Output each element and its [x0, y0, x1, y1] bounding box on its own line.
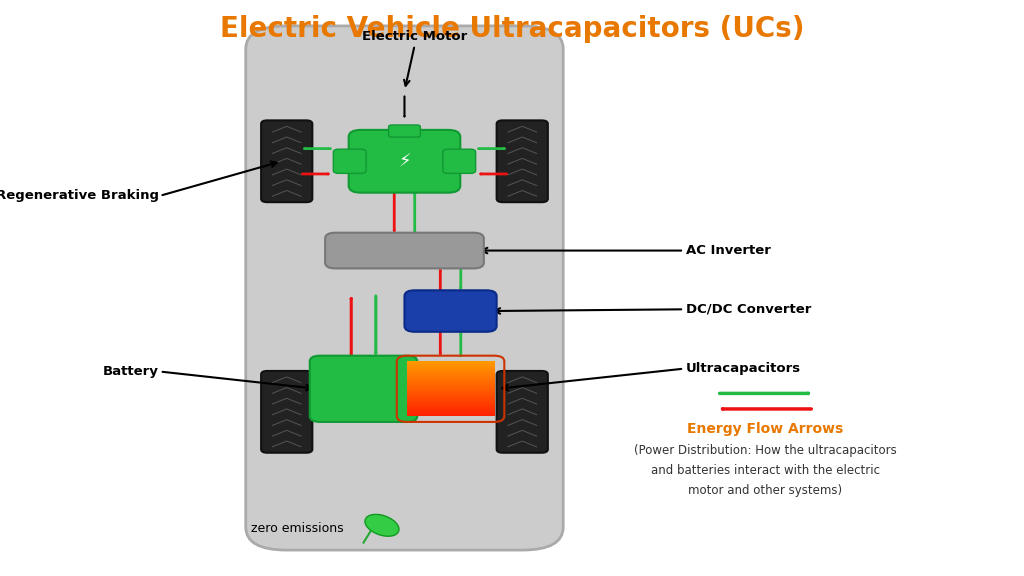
FancyBboxPatch shape — [348, 130, 461, 193]
Text: DC/DC Converter: DC/DC Converter — [686, 303, 811, 316]
Ellipse shape — [365, 514, 399, 536]
Text: AC Inverter: AC Inverter — [686, 244, 771, 257]
FancyBboxPatch shape — [497, 120, 548, 202]
FancyBboxPatch shape — [246, 26, 563, 550]
Text: ⚡: ⚡ — [398, 152, 411, 170]
FancyBboxPatch shape — [326, 233, 484, 268]
Text: Electric Motor: Electric Motor — [362, 30, 467, 43]
Text: (Power Distribution: How the ultracapacitors
and batteries interact with the ele: (Power Distribution: How the ultracapaci… — [634, 444, 897, 497]
Text: Regenerative Braking: Regenerative Braking — [0, 190, 159, 202]
FancyBboxPatch shape — [404, 290, 497, 332]
Text: zero emissions: zero emissions — [251, 522, 343, 535]
FancyBboxPatch shape — [309, 356, 418, 422]
FancyBboxPatch shape — [334, 149, 367, 173]
Text: Ultracapacitors: Ultracapacitors — [686, 362, 801, 375]
FancyBboxPatch shape — [442, 149, 475, 173]
FancyBboxPatch shape — [497, 371, 548, 453]
FancyBboxPatch shape — [389, 125, 420, 137]
Text: Battery: Battery — [102, 365, 159, 378]
FancyBboxPatch shape — [261, 120, 312, 202]
FancyBboxPatch shape — [261, 371, 312, 453]
Text: Electric Vehicle Ultracapacitors (UCs): Electric Vehicle Ultracapacitors (UCs) — [220, 15, 804, 43]
Text: Energy Flow Arrows: Energy Flow Arrows — [687, 422, 844, 436]
